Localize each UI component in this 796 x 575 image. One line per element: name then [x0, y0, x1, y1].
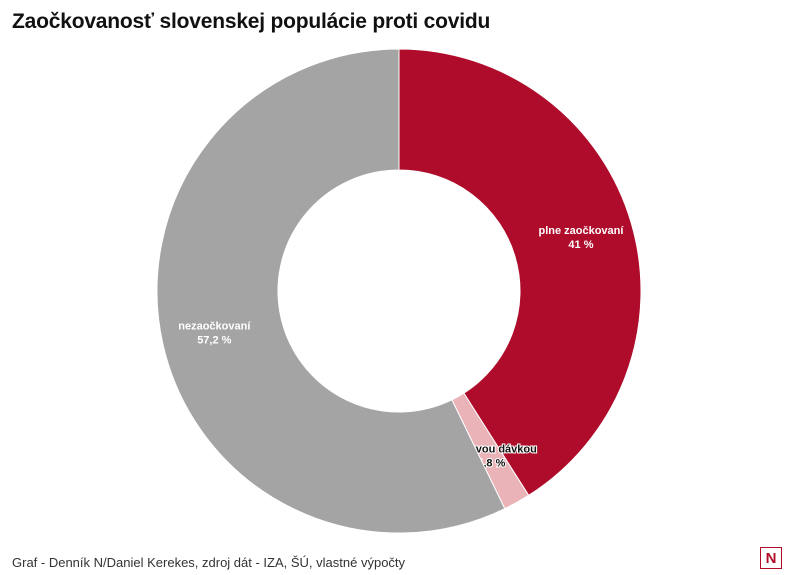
- donut-slice-0[interactable]: [398, 48, 642, 497]
- donut-slice-2[interactable]: [156, 48, 506, 534]
- slice-name-2: nezaočkovaní: [178, 320, 251, 332]
- slice-label-0: plne zaočkovaní 41 %: [538, 225, 624, 251]
- slice-label-2: nezaočkovaní 57,2 %: [178, 320, 251, 346]
- slice-value-0: 41 %: [568, 239, 593, 251]
- source-footer: Graf - Denník N/Daniel Kerekes, zdroj dá…: [12, 555, 406, 570]
- chart-title: Zaočkovanosť slovenskej populácie proti …: [12, 10, 491, 33]
- slice-value-2: 57,2 %: [197, 334, 231, 346]
- slice-name-0: plne zaočkovaní: [538, 225, 624, 237]
- dennik-n-logo-icon[interactable]: N: [760, 547, 782, 569]
- logo-letter: N: [765, 549, 777, 567]
